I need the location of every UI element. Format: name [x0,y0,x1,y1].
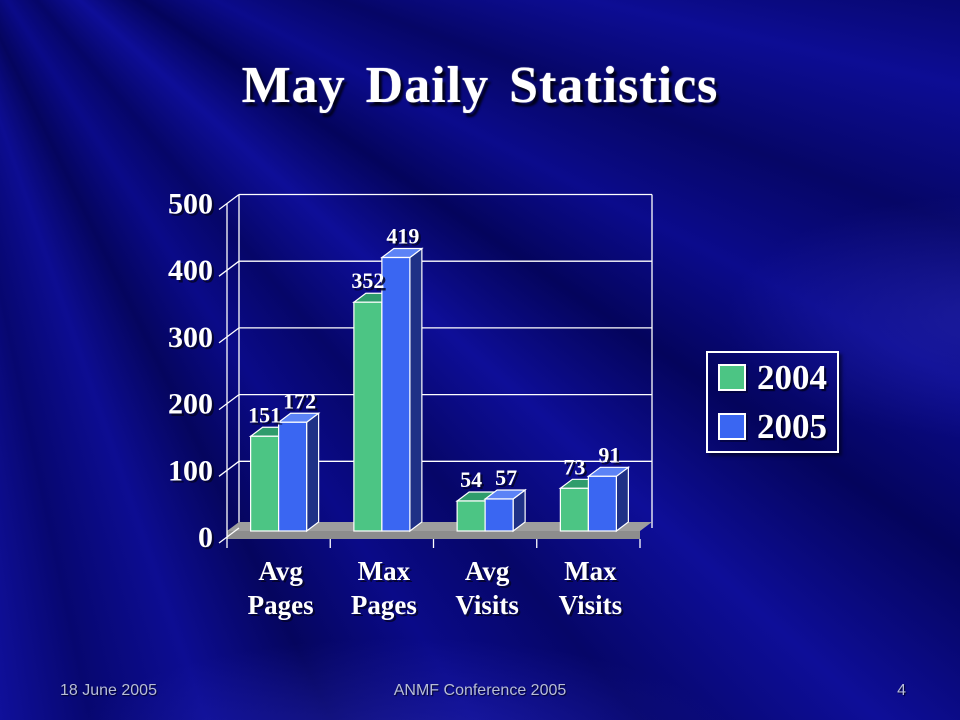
legend-label-2005: 2005 [757,407,827,446]
legend-swatch-2004 [718,364,746,391]
y-axis-label-0: 0 [200,523,215,556]
bar-2005-max-pages-side [409,247,423,533]
y-axis-label-400: 400 [168,254,213,287]
y-axis-label-300: 300 [170,323,215,356]
y-axis-label-200: 200 [168,388,213,421]
y-axis-label-400: 400 [170,256,215,289]
y-axis-tick-400 [218,260,240,277]
x-axis-label-max-pages-line1: Max [360,558,413,588]
y-axis-label-100: 100 [170,457,215,490]
value-label-2004-avg-pages: 151 [250,404,283,429]
value-label-2004-avg-visits: 54 [460,467,482,492]
value-label-2004-max-pages: 352 [351,268,384,293]
bar-2005-max-visits-side [615,466,629,533]
x-axis-label-avg-pages-line1: Avg [261,558,306,588]
x-axis-label-avg-visits-line2: Visits [458,592,522,622]
bar-2005-max-pages [381,256,411,532]
bar-2004-max-pages [353,301,383,532]
bar-2004-avg-visits [456,500,486,532]
bar-2004-avg-pages [250,435,280,532]
slide-footer: 18 June 2005 ANMF Conference 2005 4 [0,680,960,700]
bar-2004-max-visits [559,487,589,532]
value-label-2005-avg-pages: 172 [283,388,316,413]
x-axis-label-avg-pages-line2: Pages [248,590,314,620]
value-label-2005-max-visits: 91 [598,442,620,467]
bar-2005-avg-pages-side [306,412,320,533]
y-axis-tick-100 [218,460,240,477]
x-axis-label-avg-visits-line2: Visits [455,590,519,620]
x-axis-label-max-visits-line1: Max [564,556,617,586]
bar-2005-avg-pages [278,421,308,532]
x-axis-label-max-visits-line1: Max [566,558,619,588]
x-axis-label-avg-pages-line1: Avg [258,556,303,586]
chart-legend: 2004 2005 [706,351,839,453]
footer-page-number: 4 [897,682,906,699]
y-axis-tick-0 [218,527,240,544]
legend-item-2004: 2004 [718,360,837,395]
footer-date: 18 June 2005 [60,682,157,699]
x-axis-label-avg-visits-line1: Avg [465,556,510,586]
x-axis-label-avg-visits-line1: Avg [467,558,512,588]
value-label-2004-max-visits: 73 [566,457,588,482]
bar-2005-max-visits [587,475,617,532]
value-label-2005-max-pages: 419 [386,224,419,249]
y-axis-label-200: 200 [170,390,215,423]
y-axis-tick-200 [218,394,240,411]
value-label-2004-avg-visits: 54 [462,469,484,494]
slide-title: May Daily Statistics [241,57,719,114]
y-axis-label-500: 500 [168,188,213,221]
value-label-2004-max-pages: 352 [354,270,387,295]
x-axis-label-max-pages-line2: Pages [351,590,417,620]
floor-front [227,531,640,539]
footer-conference-name: ANMF Conference 2005 [393,682,567,699]
legend-swatch-2005 [718,413,746,440]
y-axis-tick-300 [218,327,240,344]
legend-item-2005: 2005 [718,409,837,444]
floor-top [227,522,652,531]
x-axis-label-max-visits-line2: Visits [559,590,623,620]
y-axis-label-500: 500 [170,190,215,223]
value-label-2005-avg-visits: 57 [495,465,517,490]
value-label-2004-max-visits: 73 [563,454,585,479]
x-axis-label-max-pages-line1: Max [358,556,411,586]
value-label-2005-avg-pages: 172 [285,390,318,415]
x-axis-label-max-pages-line2: Pages [353,592,419,622]
bar-2005-avg-visits [484,498,514,532]
x-axis-label-avg-pages-line2: Pages [250,592,316,622]
x-axis-label-max-visits-line2: Visits [561,592,625,622]
y-axis-label-300: 300 [168,321,213,354]
y-axis-tick-500 [218,193,240,211]
y-axis-label-0: 0 [198,521,213,554]
value-label-2004-avg-pages: 151 [248,402,281,427]
y-axis-label-100: 100 [168,454,213,487]
legend-label-2004: 2004 [757,358,827,397]
value-label-2005-max-pages: 419 [389,226,422,251]
value-label-2005-avg-visits: 57 [497,467,519,492]
value-label-2005-max-visits: 91 [601,445,623,470]
